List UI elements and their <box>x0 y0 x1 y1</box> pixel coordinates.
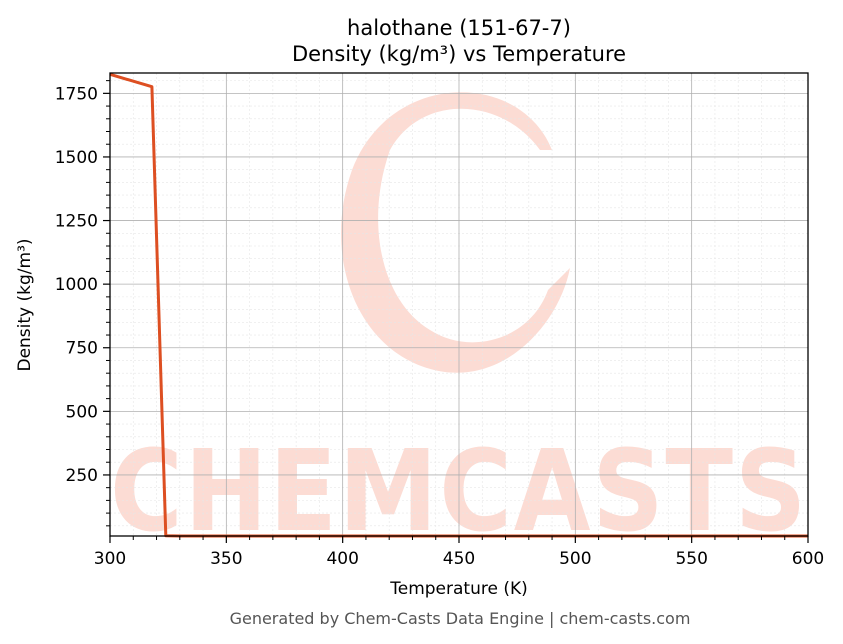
x-tick-label: 550 <box>675 549 707 569</box>
y-tick-label: 1750 <box>55 84 98 104</box>
x-tick-label: 300 <box>94 549 126 569</box>
y-axis-ticks: 250 500 750 1000 1250 1500 1750 <box>55 80 110 527</box>
x-axis-label: Temperature (K) <box>389 579 528 599</box>
chart-subtitle: Density (kg/m³) vs Temperature <box>292 42 626 66</box>
x-tick-label: 500 <box>559 549 591 569</box>
x-tick-label: 600 <box>792 549 824 569</box>
y-tick-label: 1500 <box>55 148 98 168</box>
watermark-logo <box>341 92 570 373</box>
y-axis-label: Density (kg/m³) <box>15 238 35 371</box>
x-tick-label: 400 <box>326 549 358 569</box>
major-gridlines <box>109 73 809 536</box>
x-tick-label: 450 <box>443 549 475 569</box>
y-tick-label: 500 <box>66 402 98 422</box>
y-tick-label: 250 <box>66 466 98 486</box>
footer-credit: Generated by Chem-Casts Data Engine | ch… <box>230 609 691 628</box>
y-tick-label: 1000 <box>55 275 98 295</box>
y-tick-label: 1250 <box>55 212 98 232</box>
y-tick-label: 750 <box>66 339 98 359</box>
x-tick-label: 350 <box>210 549 242 569</box>
chart-title: halothane (151-67-7) <box>347 16 571 40</box>
x-axis-ticks: 300 350 400 450 500 550 600 <box>94 536 824 569</box>
